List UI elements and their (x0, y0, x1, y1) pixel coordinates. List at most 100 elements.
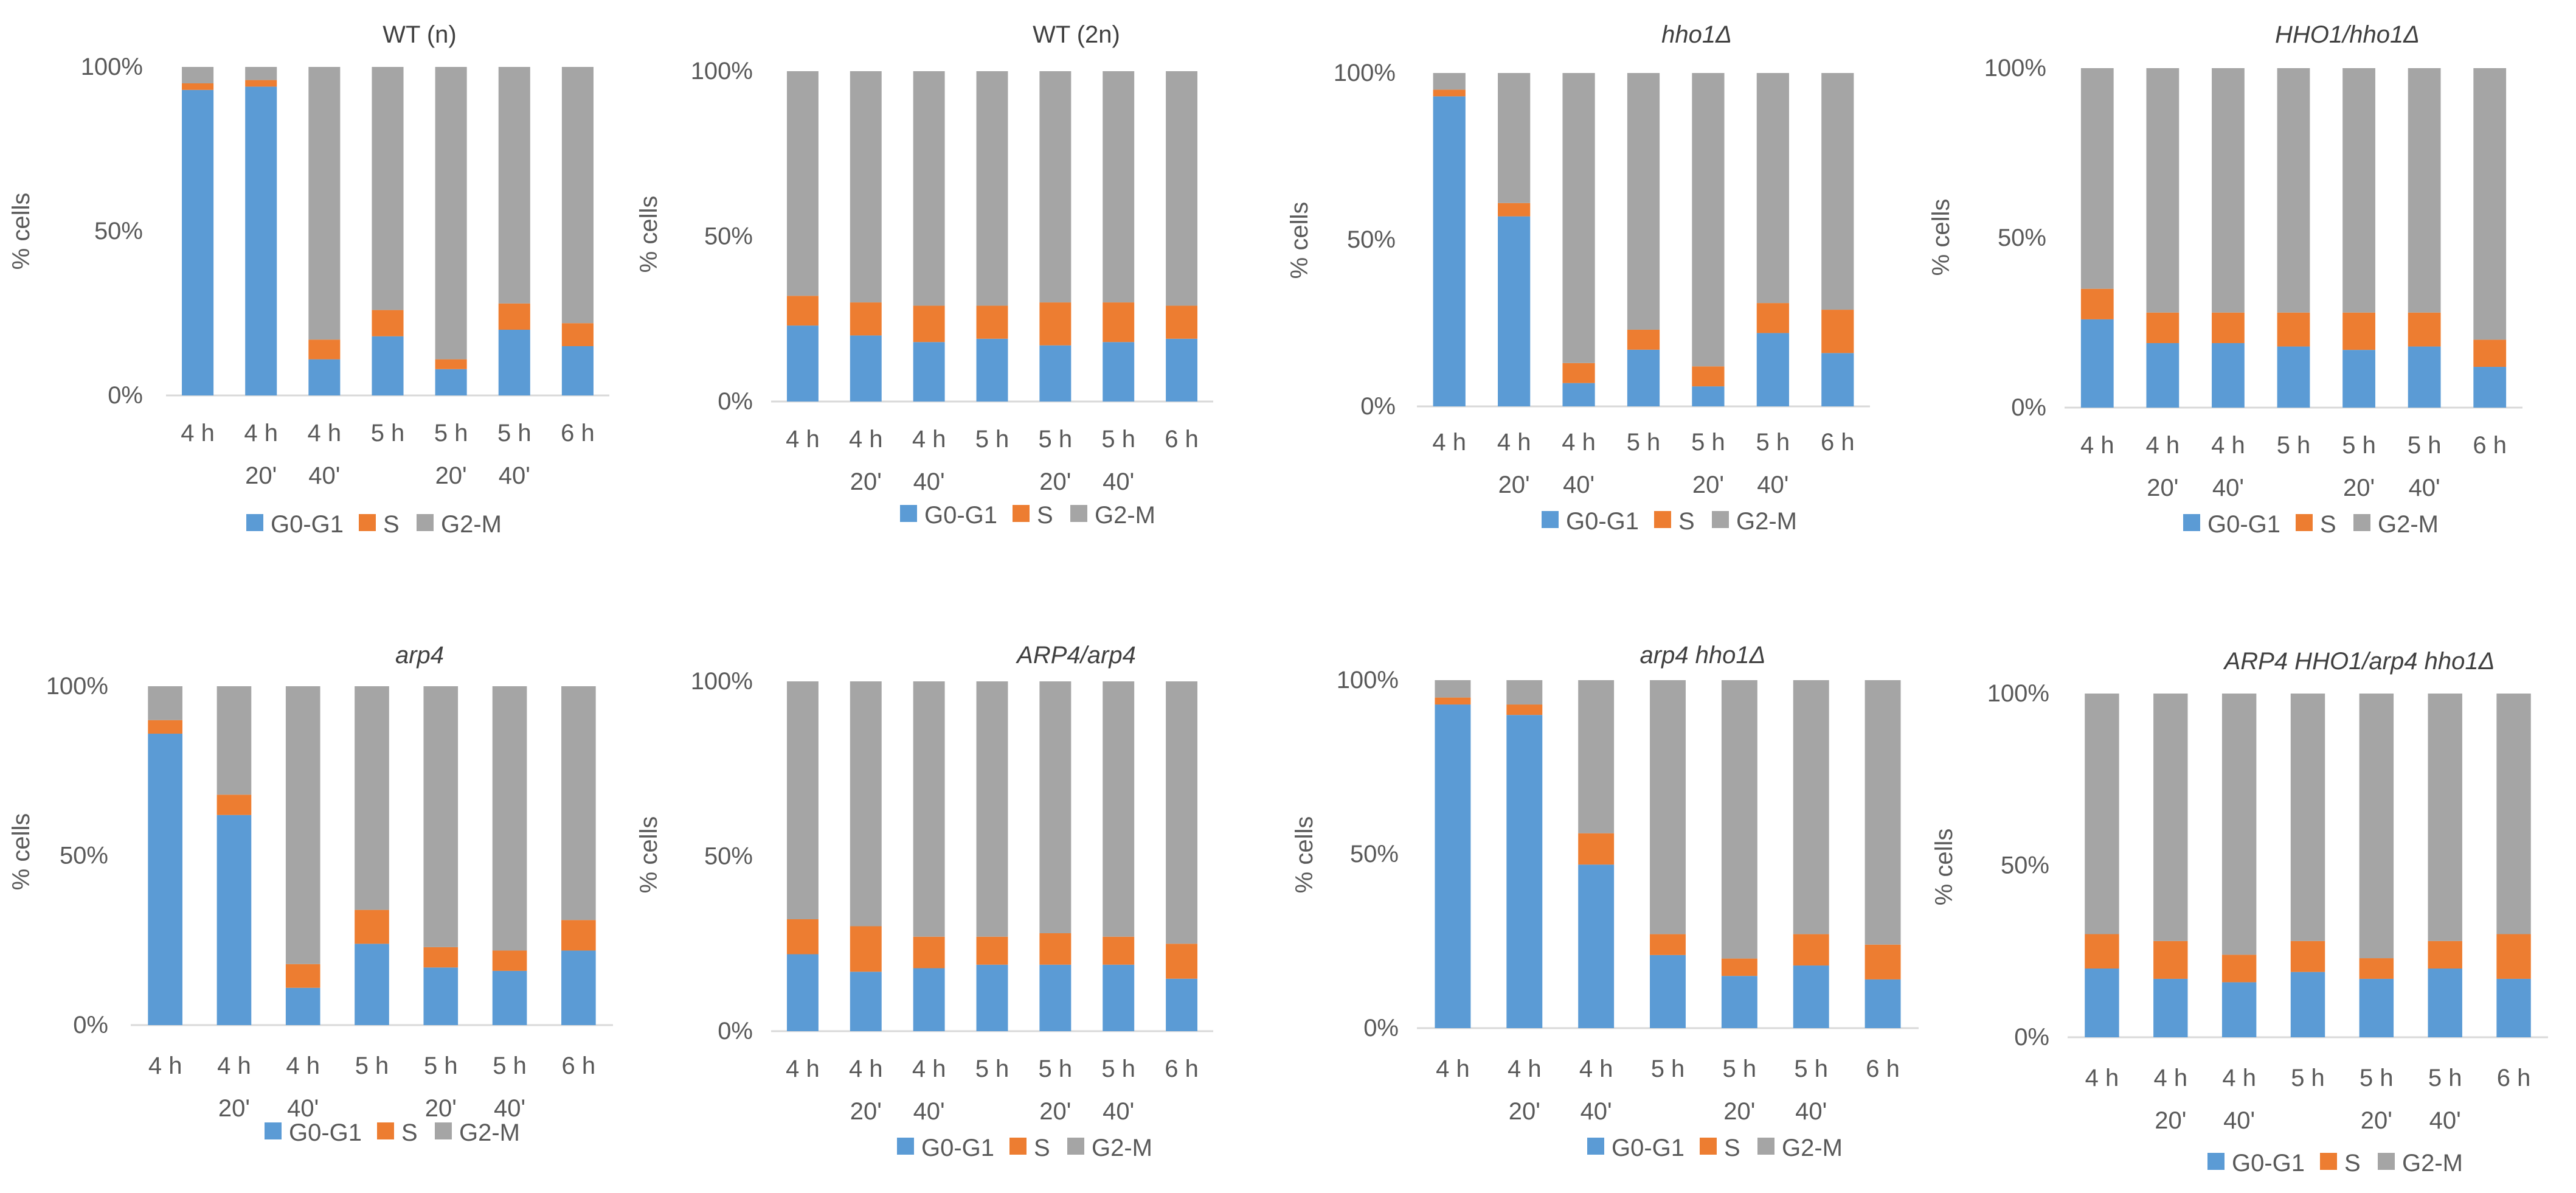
bar-segment-g0-g1 (976, 964, 1008, 1031)
bar-segment-g2-m (2473, 68, 2507, 340)
legend-label: S (1034, 1135, 1050, 1161)
bar-segment-g0-g1 (1166, 978, 1198, 1031)
x-tick-label: 20' (435, 462, 467, 489)
legend-label: G2-M (441, 511, 502, 538)
x-tick-label: 5 h (2408, 432, 2442, 459)
x-tick-label: 5 h (1039, 426, 1073, 453)
bar-segment-g0-g1 (285, 987, 320, 1025)
x-tick-label: 6 h (1821, 429, 1855, 456)
bar-segment-g0-g1 (1627, 349, 1660, 406)
bar-segment-s (2496, 934, 2531, 979)
bar-segment-s (850, 302, 882, 336)
bar-segment-g0-g1 (308, 359, 341, 395)
bar-segment-g0-g1 (2221, 982, 2257, 1037)
x-tick-label: 20' (2147, 475, 2178, 501)
x-tick-label: 20' (2343, 475, 2375, 501)
bar-segment-g2-m (2212, 68, 2245, 313)
x-tick-label: 40' (1795, 1098, 1827, 1125)
y-tick-label: 0% (1363, 1015, 1399, 1042)
bar-segment-g0-g1 (182, 89, 214, 396)
bar-segment-g2-m (850, 681, 882, 927)
legend-swatch (246, 514, 263, 531)
y-tick-label: 0% (718, 388, 753, 415)
x-tick-label: 5 h (2360, 1065, 2394, 1091)
x-tick-label: 4 h (1497, 429, 1531, 456)
bar-segment-s (355, 910, 389, 944)
bar-segment-g2-m (355, 686, 389, 910)
x-tick-label: 6 h (562, 1052, 596, 1079)
x-tick-label: 40' (2429, 1107, 2461, 1134)
legend-swatch (2207, 1153, 2225, 1170)
bar-segment-g2-m (216, 686, 252, 795)
y-tick-label: 50% (704, 843, 753, 870)
bar-segment-g2-m (1650, 680, 1686, 934)
legend-swatch (417, 514, 434, 531)
bar-segment-g2-m (2428, 694, 2462, 941)
x-tick-label: 40' (2223, 1107, 2255, 1134)
x-tick-label: 20' (245, 462, 277, 489)
bar-segment-g0-g1 (561, 950, 596, 1025)
legend-swatch (1067, 1138, 1084, 1155)
x-tick-label: 20' (1723, 1098, 1755, 1125)
legend-label: G2-M (459, 1119, 520, 1146)
bar-segment-g2-m (308, 67, 341, 340)
bar-segment-g0-g1 (1506, 715, 1543, 1028)
bar-segment-g0-g1 (1650, 955, 1686, 1028)
legend-swatch (435, 1122, 452, 1139)
bar-segment-g2-m (1103, 681, 1135, 937)
x-tick-label: 4 h (286, 1052, 320, 1079)
bar-segment-g2-m (2146, 68, 2180, 313)
bar-segment-s (2153, 941, 2188, 979)
y-tick-label: 50% (2001, 852, 2049, 879)
legend-label: S (401, 1119, 418, 1146)
bar-segment-g0-g1 (2085, 969, 2119, 1037)
bar-segment-s (435, 359, 467, 369)
legend-swatch (2320, 1153, 2337, 1170)
bar-segment-g0-g1 (1793, 965, 1829, 1028)
legend-label: G0-G1 (2232, 1150, 2305, 1177)
bar-segment-g2-m (1506, 680, 1543, 705)
bar-segment-s (182, 83, 214, 90)
x-tick-label: 5 h (1756, 429, 1790, 456)
bar-segment-g2-m (245, 67, 277, 80)
bar-segment-s (1692, 366, 1725, 387)
bar-segment-g2-m (1433, 73, 1466, 90)
bar-segment-g0-g1 (372, 336, 404, 395)
legend-swatch (265, 1122, 282, 1139)
bar-segment-s (148, 720, 182, 734)
x-tick-label: 40' (913, 1098, 945, 1125)
bar-segment-g0-g1 (1562, 383, 1595, 406)
bar-segment-s (2085, 934, 2119, 969)
bar-segment-s (1039, 302, 1072, 346)
legend-swatch (2378, 1153, 2395, 1170)
bar-segment-s (976, 936, 1008, 965)
x-tick-label: 4 h (786, 426, 820, 453)
bar-segment-s (1103, 302, 1135, 343)
x-tick-label: 5 h (2428, 1065, 2462, 1091)
y-tick-label: 50% (60, 843, 108, 869)
bar-segment-s (2277, 312, 2310, 347)
chart-title: arp4 (395, 642, 444, 669)
legend-swatch (1013, 505, 1030, 522)
bar-segment-g0-g1 (148, 733, 182, 1025)
bar-segment-s (1821, 310, 1854, 353)
bar-segment-g0-g1 (2146, 343, 2180, 408)
legend-label: G0-G1 (289, 1119, 362, 1146)
bar-segment-g2-m (1793, 680, 1829, 934)
bar-segment-s (423, 947, 459, 968)
chart-title: HHO1/hho1Δ (2275, 21, 2420, 48)
bar-segment-g0-g1 (2153, 978, 2188, 1037)
bar-segment-s (786, 919, 819, 955)
legend-swatch (1587, 1138, 1604, 1155)
x-tick-label: 5 h (1101, 1056, 1135, 1082)
bar-segment-g0-g1 (423, 967, 459, 1025)
x-tick-label: 40' (308, 462, 340, 489)
legend-swatch (900, 505, 917, 522)
legend-label: S (1037, 502, 1053, 529)
bar-segment-s (2428, 941, 2462, 969)
legend-label: G2-M (2378, 511, 2439, 538)
bar-segment-s (216, 795, 252, 815)
y-tick-label: 0% (718, 1018, 753, 1045)
legend-swatch (1009, 1138, 1027, 1155)
x-tick-label: 40' (1581, 1098, 1612, 1125)
